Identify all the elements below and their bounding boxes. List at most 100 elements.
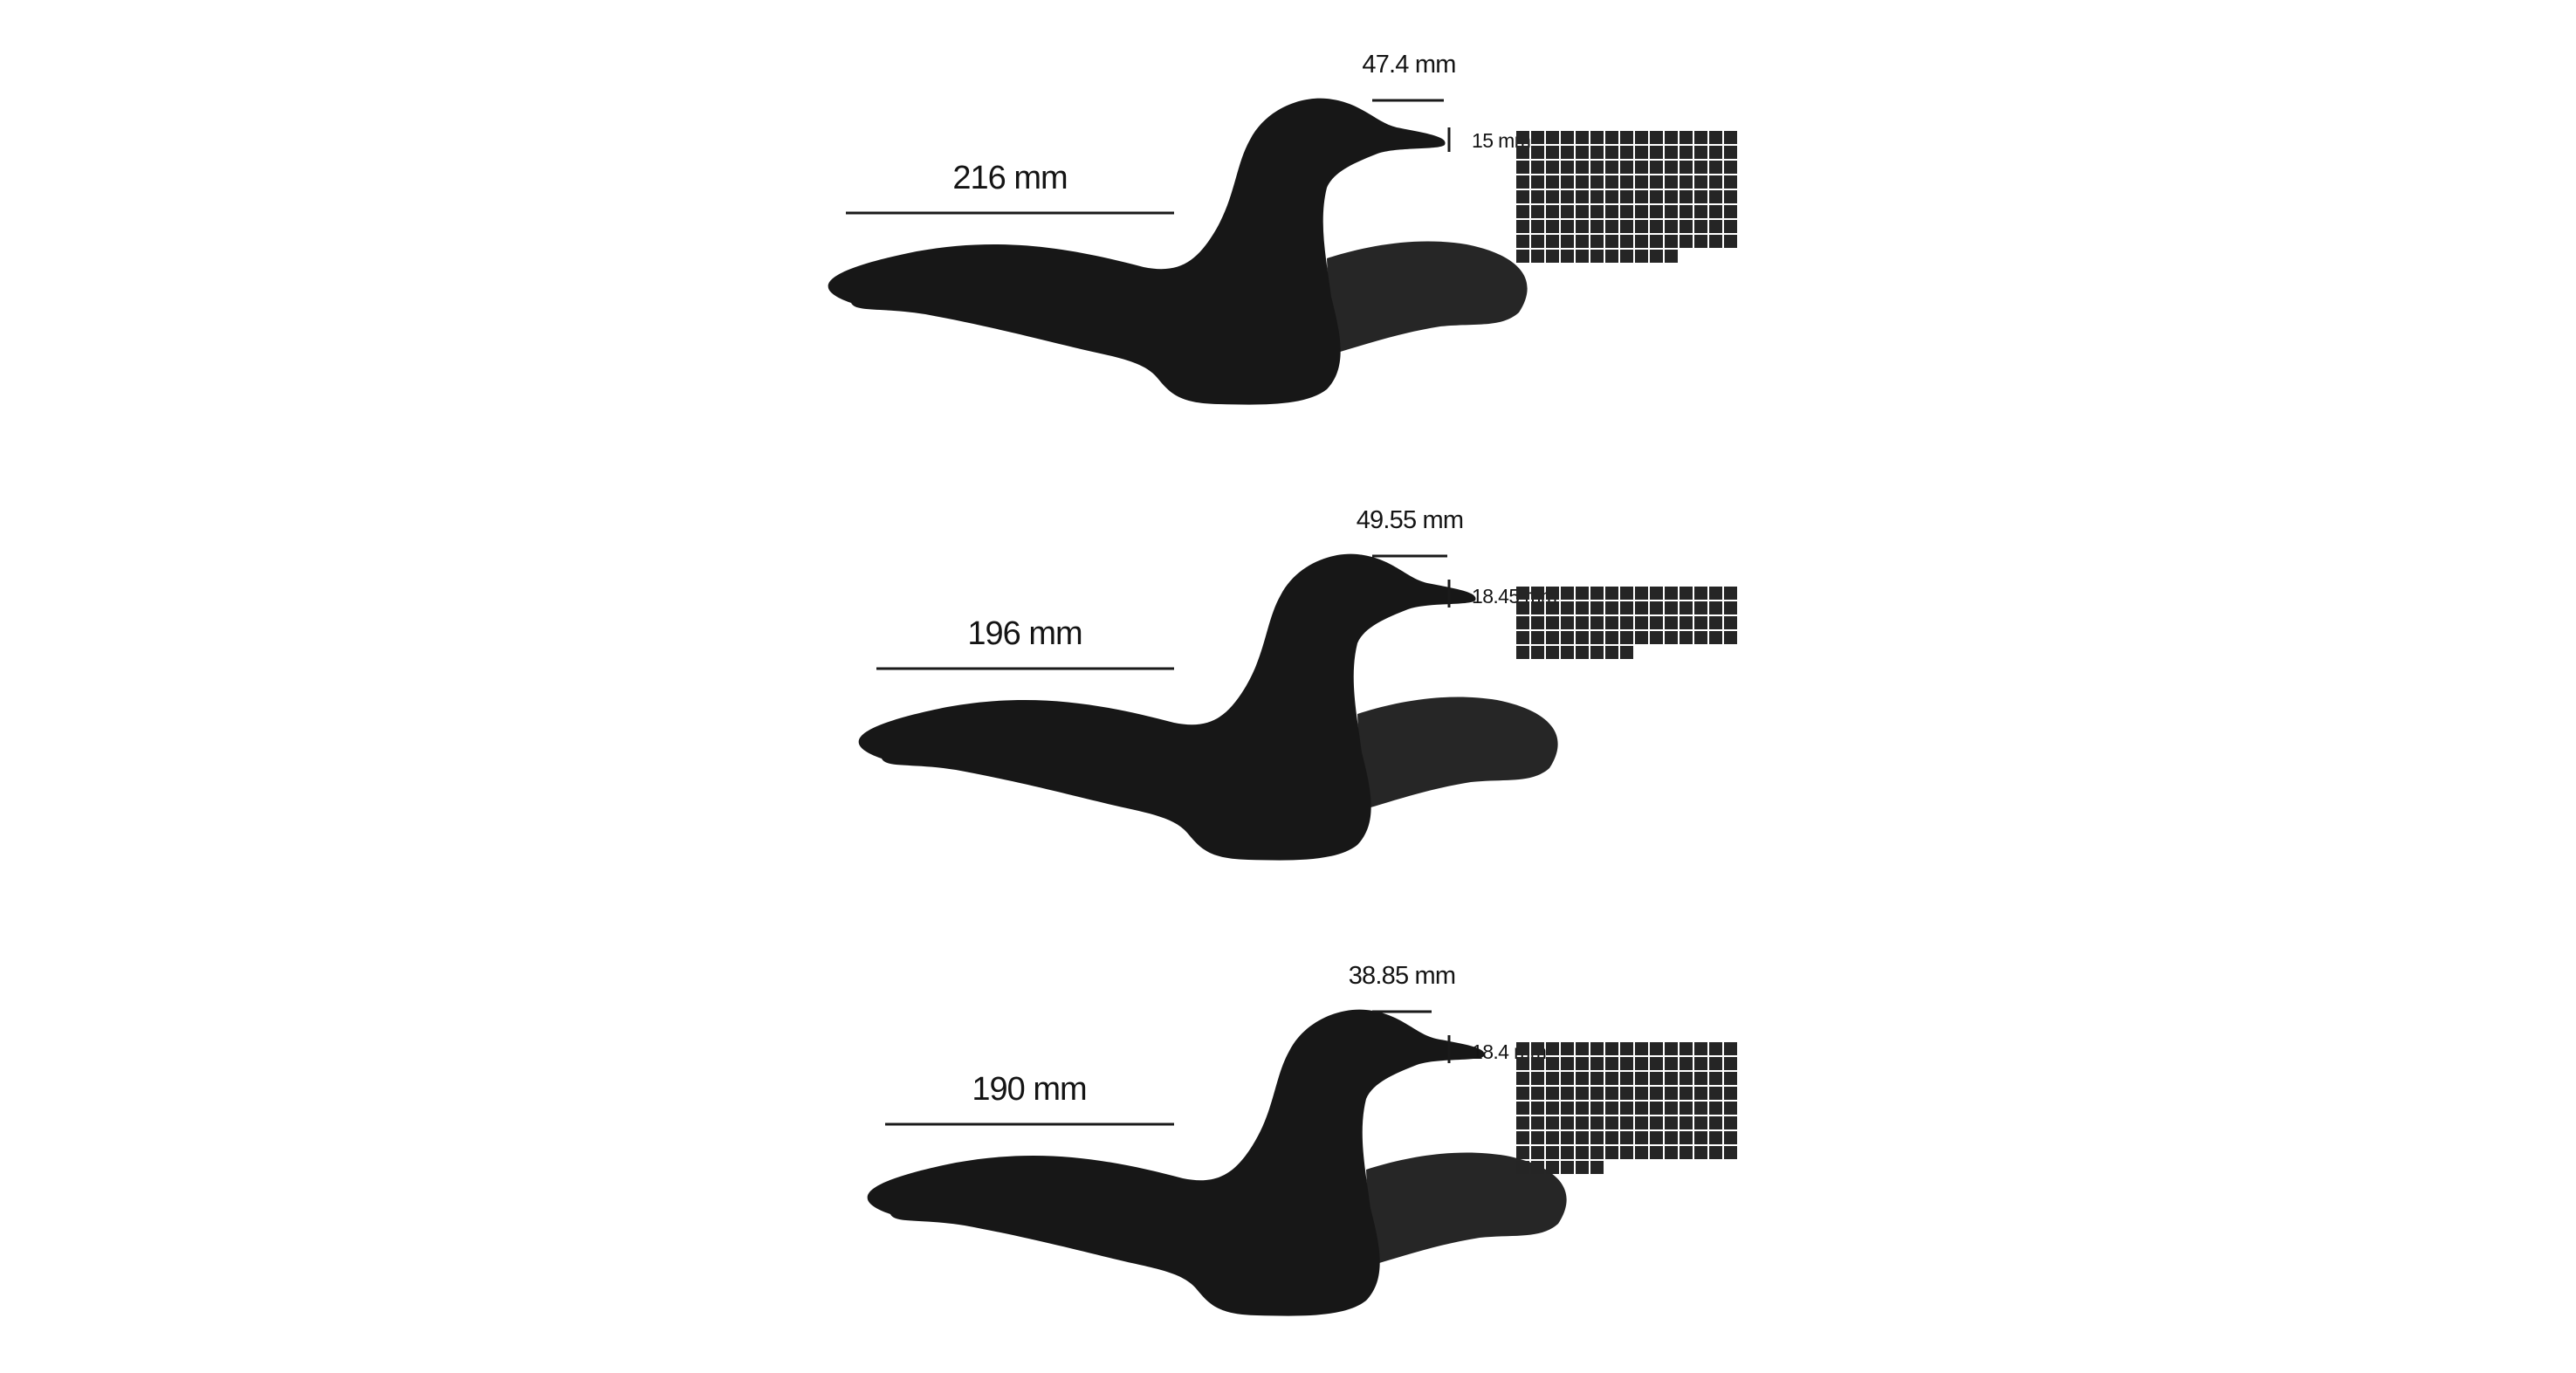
grid-cell (1561, 161, 1574, 174)
grid-cell (1650, 1146, 1663, 1159)
grid-cell (1546, 616, 1559, 629)
grid-cell (1694, 1072, 1707, 1085)
grid-cell (1576, 1087, 1589, 1100)
grid-cell (1650, 190, 1663, 203)
grid-cell (1635, 1131, 1648, 1144)
grid-cell (1590, 1087, 1604, 1100)
grid-cell (1605, 616, 1618, 629)
grid-cell (1680, 1087, 1693, 1100)
grid-cell (1590, 1072, 1604, 1085)
grid-cell (1561, 190, 1574, 203)
grid-cell (1620, 175, 1633, 189)
grid-cell (1665, 1087, 1678, 1100)
grid-cell (1680, 616, 1693, 629)
grid-cell (1576, 646, 1589, 659)
grid-cell (1680, 1057, 1693, 1070)
grid-cell (1665, 131, 1678, 144)
grid-cell (1665, 587, 1678, 600)
grid-cell (1665, 190, 1678, 203)
grid-cell (1635, 1042, 1648, 1055)
grid-cell (1531, 235, 1544, 248)
bird-figure-3: 190 mm 38.85 mm 18.4 mm (867, 962, 1737, 1316)
grid-cell (1680, 235, 1693, 248)
grid-cell (1546, 1161, 1559, 1174)
grid-cell (1516, 146, 1529, 159)
grid-cell (1680, 190, 1693, 203)
grid-cell (1576, 131, 1589, 144)
grid-cell (1724, 1131, 1737, 1144)
grid-cell (1694, 1042, 1707, 1055)
body-length-label: 216 mm (952, 160, 1067, 196)
grid-cell (1650, 161, 1663, 174)
grid-cell (1694, 131, 1707, 144)
grid-cell (1516, 1072, 1529, 1085)
grid-cell (1650, 601, 1663, 614)
grid-cell (1680, 175, 1693, 189)
grid-cell (1590, 235, 1604, 248)
bill-length-label: 49.55 mm (1357, 506, 1464, 534)
grid-cell (1665, 1042, 1678, 1055)
grid-cell (1605, 250, 1618, 263)
grid-cell (1546, 1057, 1559, 1070)
grid-cell (1605, 601, 1618, 614)
grid-cell (1590, 146, 1604, 159)
grid-cell (1650, 175, 1663, 189)
grid-cell (1709, 131, 1722, 144)
grid-cell (1724, 220, 1737, 233)
grid-cell (1546, 131, 1559, 144)
grid-cell (1590, 1161, 1604, 1174)
grid-cell (1546, 1072, 1559, 1085)
grid-cell (1635, 1057, 1648, 1070)
grid-cell (1709, 220, 1722, 233)
grid-cell (1531, 250, 1544, 263)
grid-cell (1635, 601, 1648, 614)
grid-cell (1576, 175, 1589, 189)
grid-cell (1620, 587, 1633, 600)
grid-cell (1531, 1072, 1544, 1085)
grid-cell (1516, 250, 1529, 263)
grid-cell (1561, 235, 1574, 248)
grid-cell (1709, 161, 1722, 174)
grid-cell (1694, 146, 1707, 159)
grid-cell (1576, 1102, 1589, 1115)
grid-cell (1531, 587, 1544, 600)
grid-cell (1531, 175, 1544, 189)
grid-cell (1694, 1116, 1707, 1129)
grid-cell (1576, 190, 1589, 203)
grid-cell (1620, 161, 1633, 174)
grid-cell (1546, 1131, 1559, 1144)
grid-cell (1516, 587, 1529, 600)
grid-cell (1665, 1102, 1678, 1115)
grid-cell (1620, 235, 1633, 248)
grid-cell (1561, 616, 1574, 629)
grid-cell (1561, 131, 1574, 144)
grid-cell (1709, 146, 1722, 159)
grid-cell (1650, 250, 1663, 263)
grid-cell (1605, 235, 1618, 248)
grid-cell (1605, 1072, 1618, 1085)
grid-cell (1531, 1042, 1544, 1055)
grid-cell (1724, 587, 1737, 600)
grid-cell (1561, 1146, 1574, 1159)
grid-cell (1576, 1042, 1589, 1055)
grid-cell (1665, 631, 1678, 644)
grid-cell (1709, 1131, 1722, 1144)
grid-cell (1516, 190, 1529, 203)
body-length-label: 190 mm (972, 1071, 1086, 1108)
grid-cell (1709, 1072, 1722, 1085)
grid-cell (1635, 1146, 1648, 1159)
grid-cell (1620, 631, 1633, 644)
grid-cell (1546, 1087, 1559, 1100)
grid-cell (1694, 587, 1707, 600)
grid-cell (1516, 205, 1529, 218)
grid-cell (1576, 205, 1589, 218)
grid-cell (1531, 1131, 1544, 1144)
grid-cell (1665, 1146, 1678, 1159)
grid-cell (1531, 631, 1544, 644)
grid-cell (1709, 616, 1722, 629)
grid-cell (1694, 1102, 1707, 1115)
grid-cell (1590, 250, 1604, 263)
grid-cell (1605, 146, 1618, 159)
grid-cell (1680, 131, 1693, 144)
grid-cell (1680, 220, 1693, 233)
